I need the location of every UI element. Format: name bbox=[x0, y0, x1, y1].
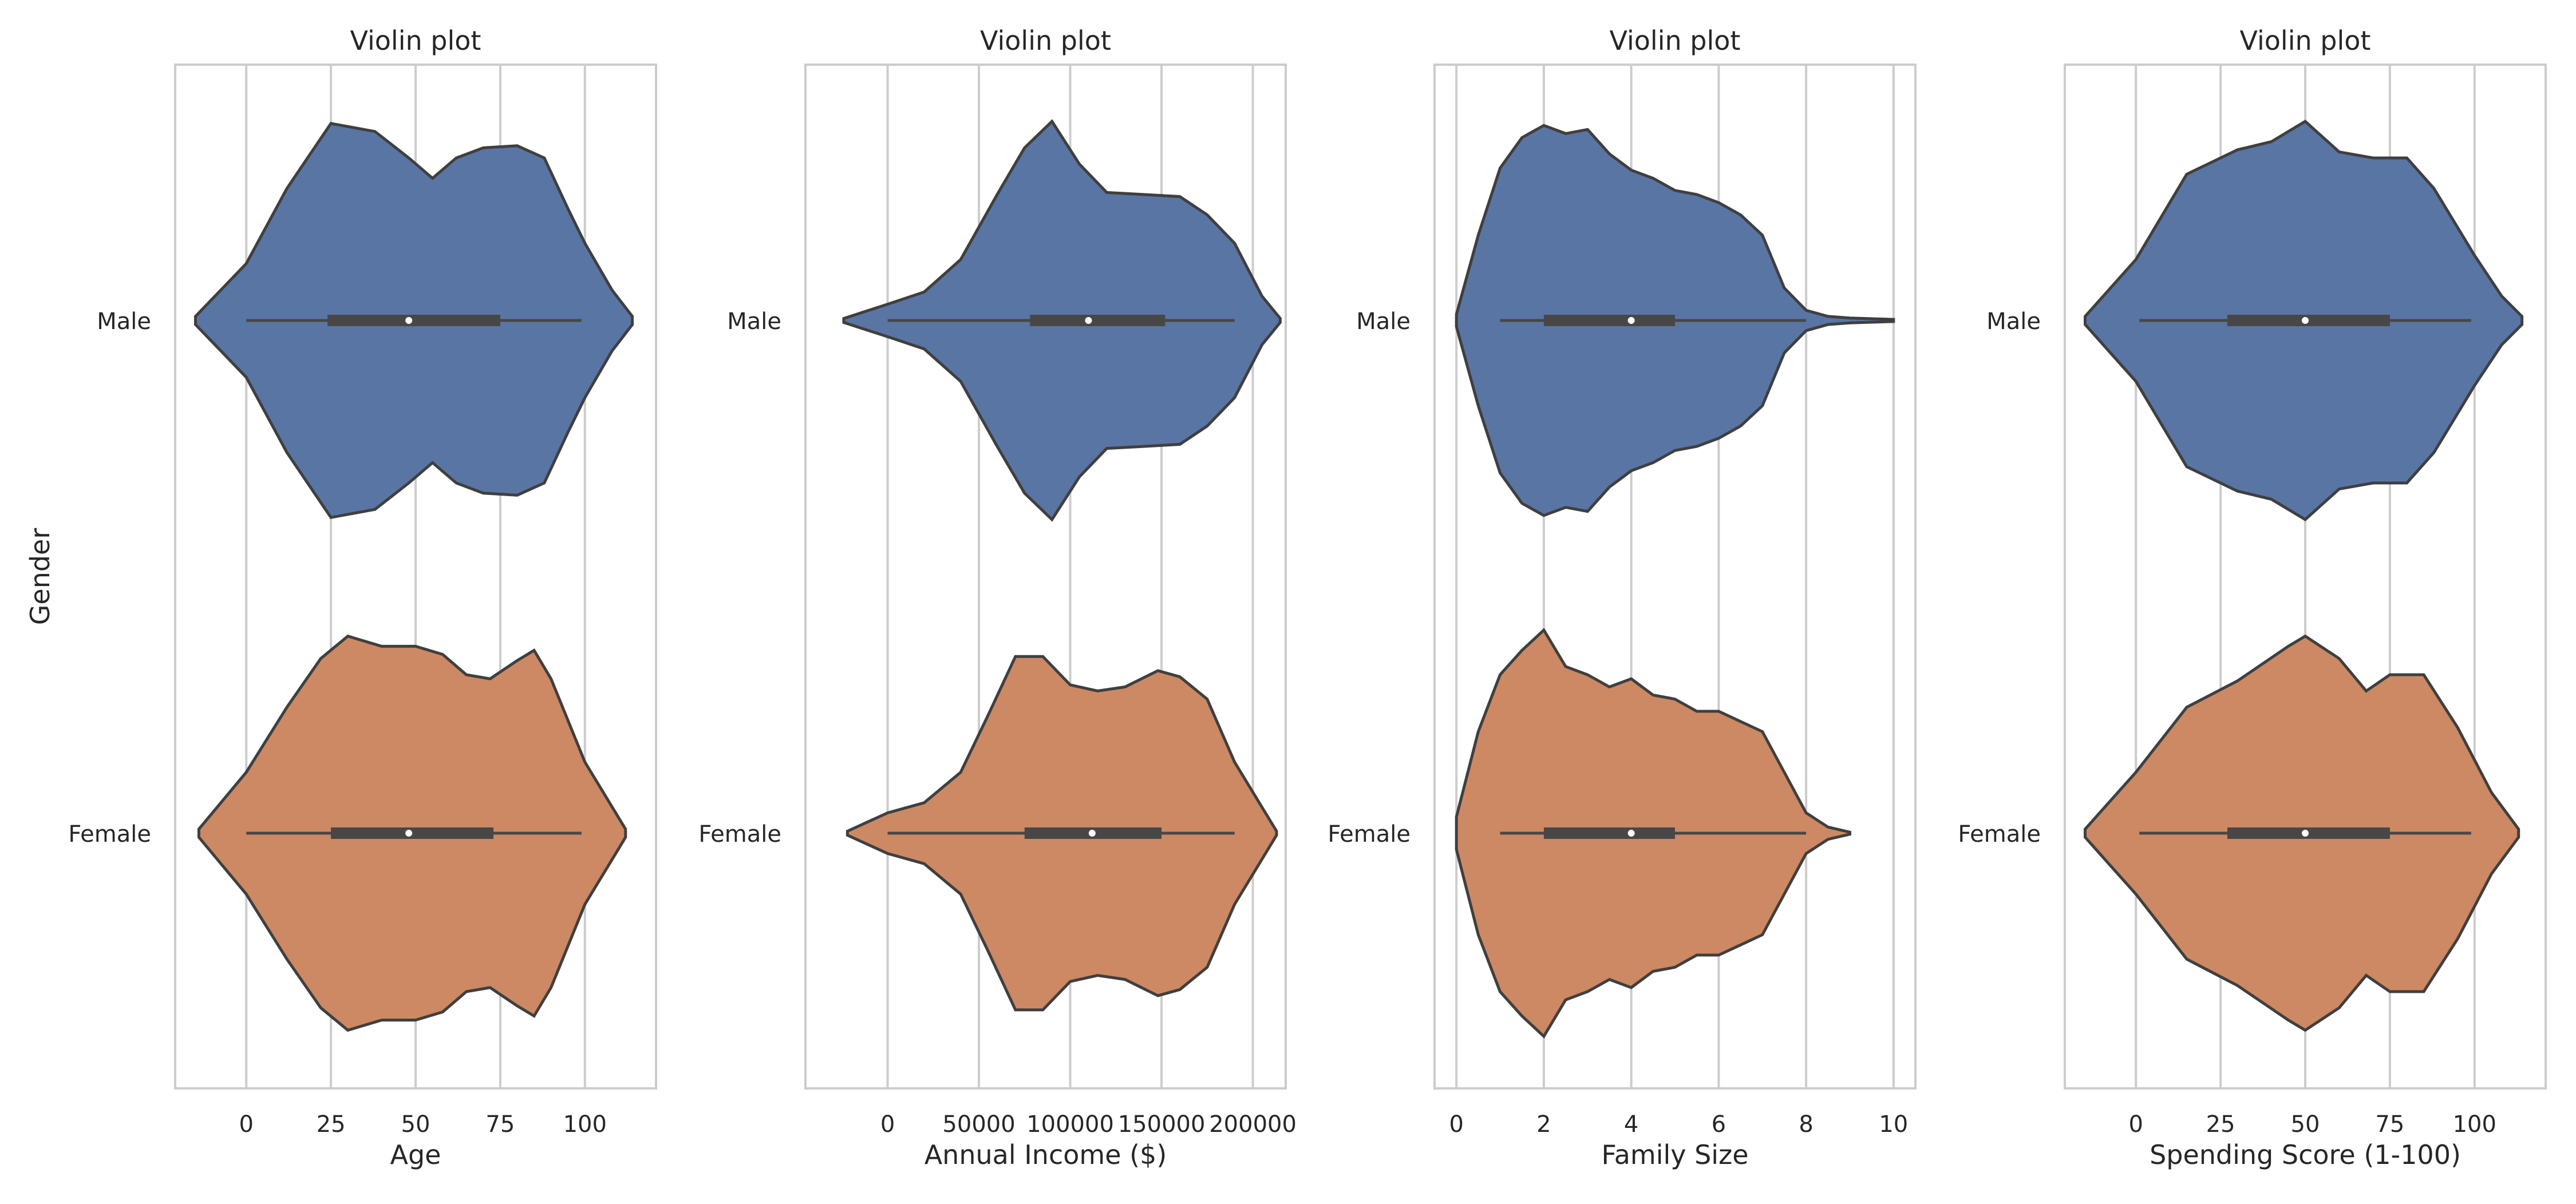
x-tick-label-3: 6 bbox=[1712, 1111, 1726, 1138]
x-tick-label-4: 8 bbox=[1799, 1111, 1813, 1138]
x-tick-label-1: 2 bbox=[1536, 1111, 1551, 1138]
median-dot-male bbox=[1627, 317, 1635, 324]
y-tick-label-male: Male bbox=[97, 308, 151, 335]
x-tick-label-1: 25 bbox=[2206, 1111, 2235, 1138]
x-tick-label-2: 50 bbox=[2291, 1111, 2320, 1138]
y-tick-label-male: Male bbox=[727, 308, 781, 335]
x-tick-label-2: 50 bbox=[401, 1111, 430, 1138]
median-dot-female bbox=[405, 830, 413, 837]
y-axis-label: Gender bbox=[25, 528, 56, 625]
chart-panel-2: Male Female 0 50000 100000 150000 200000 Violin… bbox=[698, 25, 1297, 1170]
x-tick-label-3: 75 bbox=[485, 1111, 515, 1138]
y-tick-label-male: Male bbox=[1356, 308, 1411, 335]
x-axis-label: Age bbox=[390, 1139, 441, 1170]
chart-title: Violin plot bbox=[980, 25, 1111, 56]
chart-title: Violin plot bbox=[2240, 25, 2371, 56]
median-dot-male bbox=[1085, 317, 1092, 324]
plot-frame bbox=[1433, 64, 1917, 1090]
plot-frame bbox=[174, 64, 657, 1090]
y-tick-label-female: Female bbox=[68, 821, 151, 847]
plot-frame bbox=[804, 64, 1287, 1090]
median-dot-female bbox=[2302, 830, 2309, 837]
y-tick-label-female: Female bbox=[1958, 821, 2041, 847]
x-tick-label-1: 25 bbox=[317, 1111, 346, 1138]
y-tick-label-male: Male bbox=[1986, 308, 2041, 335]
x-tick-label-0: 0 bbox=[880, 1111, 895, 1138]
x-axis-label: Family Size bbox=[1601, 1139, 1748, 1170]
chart-panel-1: Male Female 0 25 50 75 100 Violin plot Age Gender bbox=[25, 25, 657, 1170]
x-tick-label-4: 100 bbox=[563, 1111, 607, 1138]
x-tick-label-4: 200000 bbox=[1209, 1111, 1297, 1138]
x-axis-label: Spending Score (1-100) bbox=[2150, 1139, 2461, 1170]
x-tick-label-0: 0 bbox=[2128, 1111, 2143, 1138]
x-tick-label-3: 150000 bbox=[1118, 1111, 1206, 1138]
x-axis-label: Annual Income ($) bbox=[924, 1139, 1167, 1170]
median-dot-male bbox=[405, 317, 413, 324]
x-tick-label-5: 10 bbox=[1879, 1111, 1908, 1138]
y-tick-label-female: Female bbox=[1327, 821, 1411, 847]
chart-title: Violin plot bbox=[350, 25, 481, 56]
y-tick-label-female: Female bbox=[698, 821, 781, 847]
x-tick-label-2: 4 bbox=[1624, 1111, 1638, 1138]
x-tick-label-0: 0 bbox=[1449, 1111, 1463, 1138]
median-dot-female bbox=[1088, 830, 1096, 837]
chart-title: Violin plot bbox=[1610, 25, 1741, 56]
x-tick-label-4: 100 bbox=[2453, 1111, 2496, 1138]
x-tick-label-3: 75 bbox=[2375, 1111, 2404, 1138]
chart-panel-3: Male Female 0 2 4 6 8 10 Violin plot Family Size bbox=[1327, 25, 1917, 1170]
plot-frame bbox=[2064, 64, 2547, 1090]
x-tick-label-1: 50000 bbox=[942, 1111, 1015, 1138]
x-tick-label-2: 100000 bbox=[1026, 1111, 1114, 1138]
x-tick-label-0: 0 bbox=[239, 1111, 253, 1138]
median-dot-female bbox=[1627, 830, 1635, 837]
chart-panel-4: Male Female 0 25 50 75 100 Violin plot Spending … bbox=[1958, 25, 2547, 1170]
median-dot-male bbox=[2302, 317, 2309, 324]
